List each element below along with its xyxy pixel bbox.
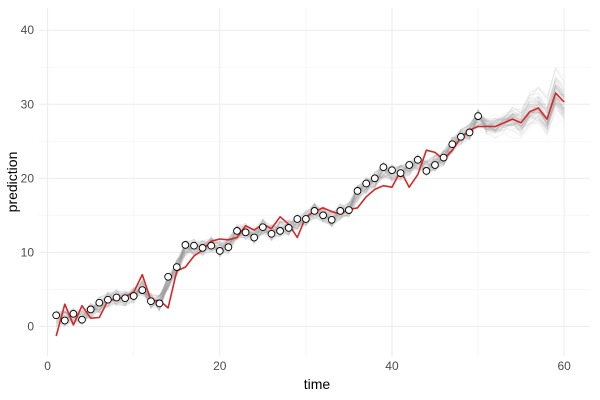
ensemble-trajectory (55, 85, 565, 322)
data-point (155, 299, 164, 308)
ensemble-trajectory (55, 101, 565, 326)
data-point (52, 311, 61, 320)
series-line (55, 92, 565, 337)
data-point (327, 215, 336, 224)
data-point (379, 163, 388, 172)
x-tick-label: 40 (385, 359, 399, 373)
ensemble-trajectory (55, 99, 565, 326)
data-point (190, 241, 198, 250)
data-point (431, 161, 439, 169)
grid-minor (39, 8, 590, 356)
data-point (319, 211, 327, 220)
data-point (310, 207, 319, 215)
y-tick-labels: 0 10 20 30 40 (21, 23, 35, 333)
ensemble-lines (55, 66, 565, 327)
data-point (396, 169, 405, 177)
ensemble-trajectory (55, 78, 565, 324)
x-tick-label: 20 (213, 359, 227, 373)
ensemble-trajectory (56, 66, 565, 323)
data-point (439, 153, 448, 162)
x-tick-labels: 0 20 40 60 (44, 359, 571, 373)
data-point (405, 161, 414, 169)
ensemble-trajectory (55, 83, 565, 326)
data-point (302, 215, 310, 223)
data-point (207, 241, 216, 250)
ensemble-trajectory (55, 79, 565, 325)
ensemble-trajectory (55, 78, 565, 325)
y-tick-label: 20 (21, 171, 35, 185)
data-point (181, 241, 190, 249)
x-axis-title: time (304, 376, 331, 392)
ensemble-trajectory (55, 79, 565, 320)
data-point (224, 243, 233, 252)
ensemble-trajectory (55, 93, 565, 326)
data-point (121, 294, 129, 303)
ensemble-trajectory (56, 76, 565, 319)
data-point (336, 207, 345, 215)
data-point (129, 292, 138, 300)
data-point (465, 128, 474, 137)
observed-points (52, 112, 482, 325)
data-point (86, 305, 95, 314)
ensemble-trajectory (55, 68, 565, 326)
data-point (69, 309, 78, 318)
data-point (104, 295, 112, 304)
ensemble-trajectory (55, 74, 565, 327)
data-point (241, 228, 250, 237)
data-point (370, 174, 379, 183)
data-point (198, 244, 207, 252)
x-tick-label: 60 (557, 359, 571, 373)
data-point (172, 263, 181, 271)
red-line (55, 92, 565, 337)
data-point (233, 227, 241, 235)
data-point (164, 272, 172, 281)
data-point (258, 223, 267, 232)
data-point (60, 316, 69, 325)
data-point (147, 297, 155, 306)
data-point (413, 155, 422, 164)
ensemble-trajectory (55, 95, 565, 326)
data-point (78, 315, 86, 324)
data-point (215, 247, 224, 255)
y-tick-label: 40 (21, 23, 35, 37)
ensemble-trajectory (56, 102, 565, 319)
data-point (448, 140, 457, 149)
data-point (138, 286, 147, 294)
data-point (457, 132, 465, 141)
grid-major (39, 8, 590, 356)
ensemble-trajectory (55, 97, 565, 322)
y-tick-label: 0 (27, 319, 34, 333)
data-point (267, 229, 276, 238)
data-point (276, 227, 284, 235)
data-point (95, 298, 104, 307)
data-point (353, 187, 362, 195)
ensemble-trajectory (55, 67, 565, 324)
data-point (112, 293, 121, 302)
data-point (250, 233, 259, 242)
data-point (284, 224, 293, 232)
data-point (388, 166, 396, 175)
y-tick-label: 30 (21, 97, 35, 111)
ensemble-trajectory (56, 76, 565, 324)
y-tick-label: 10 (21, 245, 35, 259)
data-point (422, 167, 431, 175)
data-point (293, 215, 302, 223)
data-point (362, 179, 371, 188)
x-tick-label: 0 (44, 359, 51, 373)
data-point (474, 112, 482, 120)
data-point (345, 206, 353, 214)
y-axis-title: prediction (4, 152, 20, 213)
